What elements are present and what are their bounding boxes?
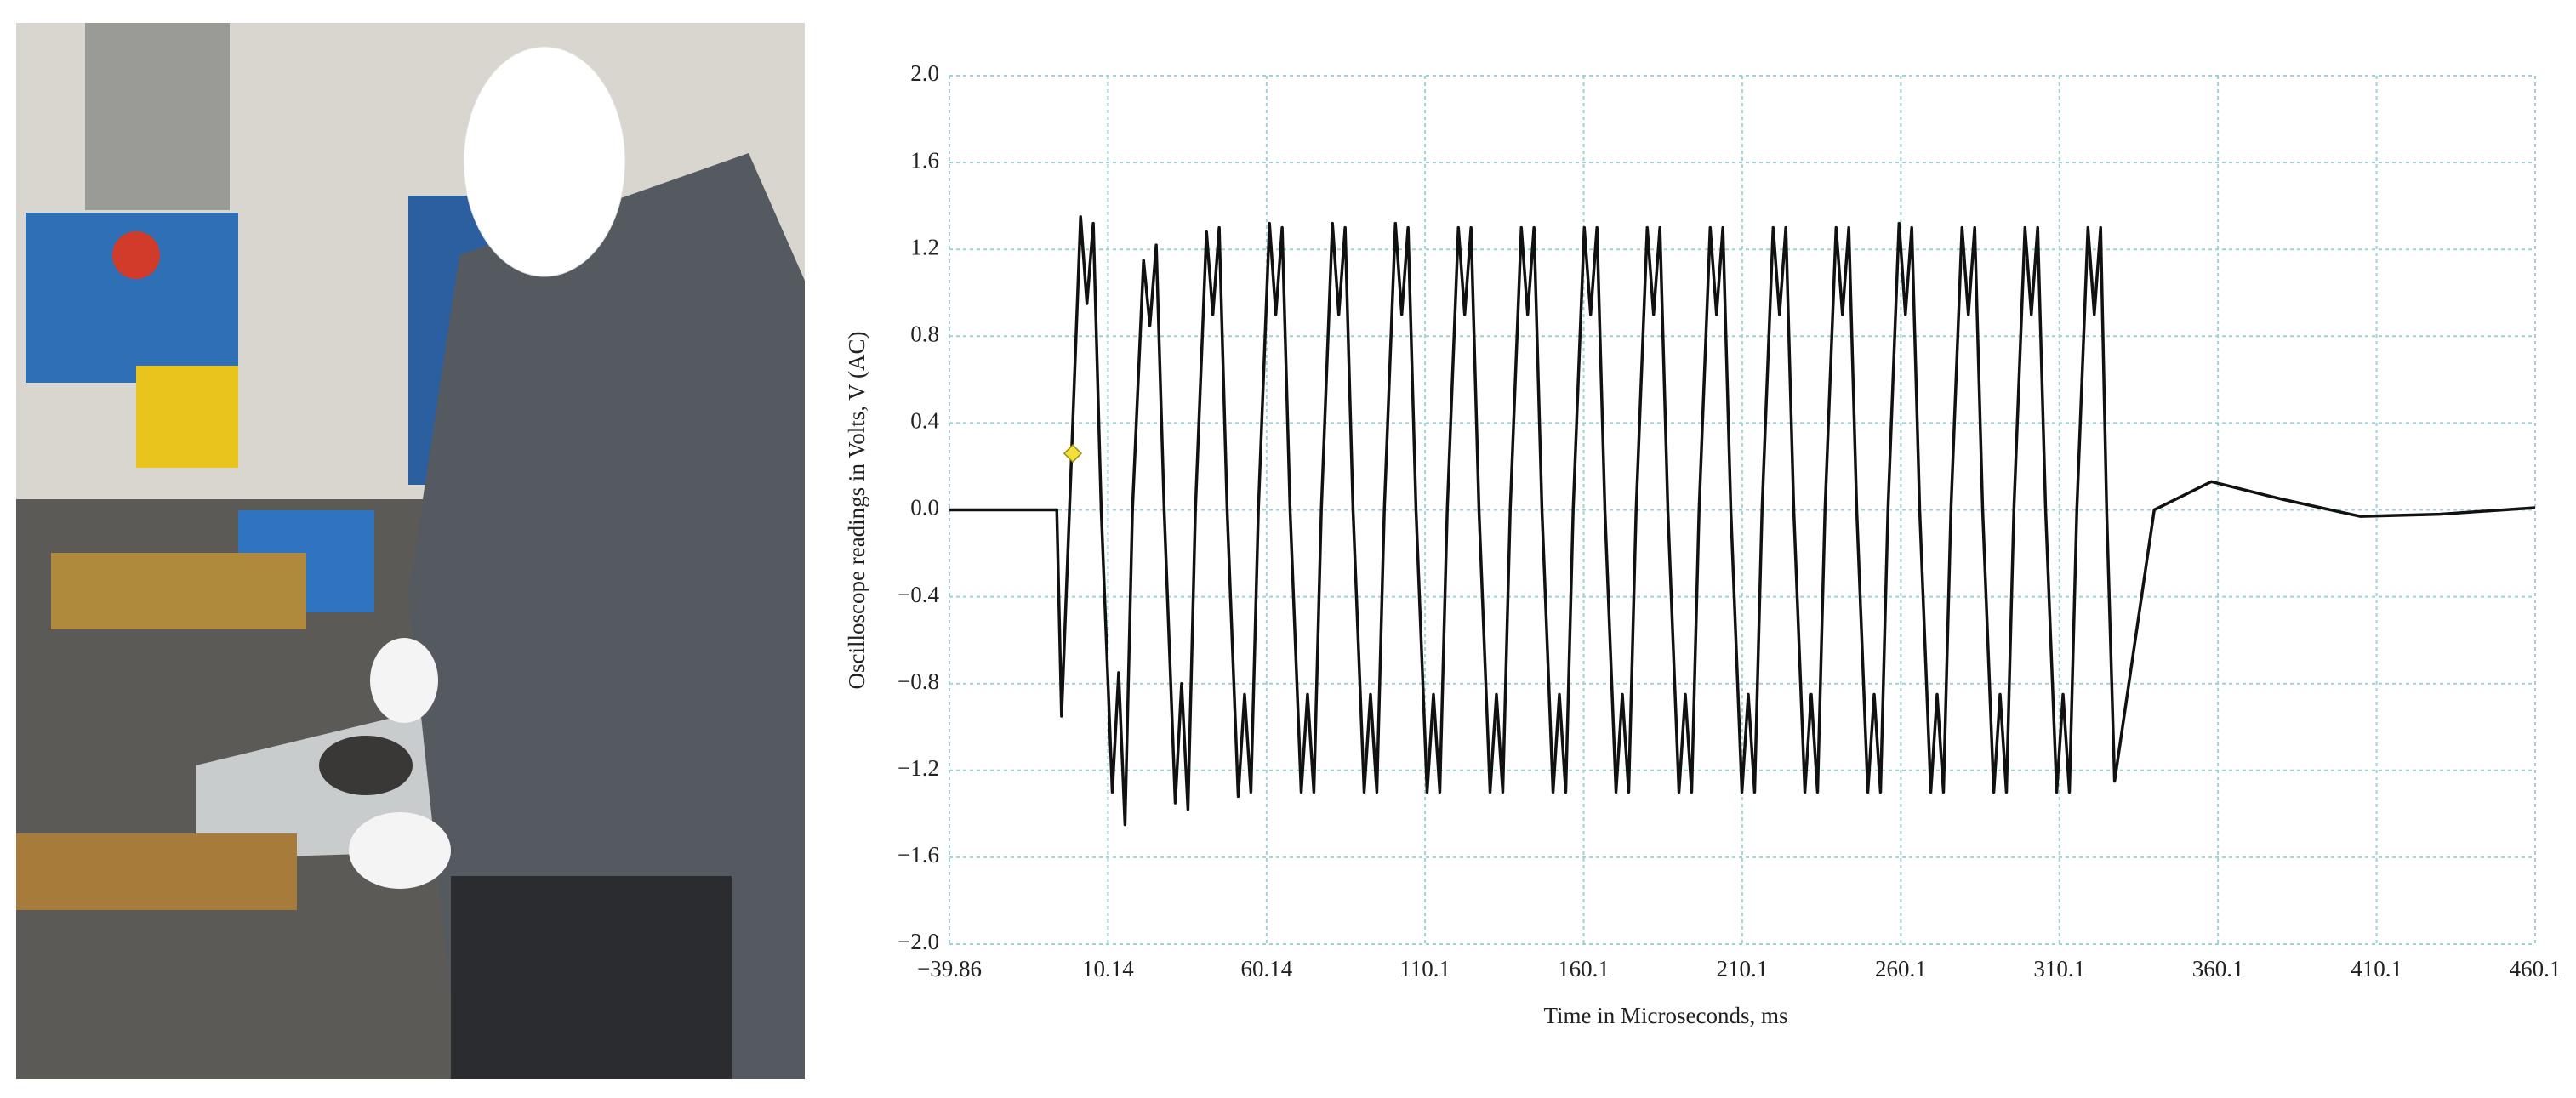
y-tick-label: 0.4 xyxy=(910,408,939,434)
y-tick-label: −0.8 xyxy=(898,668,939,694)
photo-worker-legs xyxy=(451,876,732,1079)
x-tick-label: 360.1 xyxy=(2192,956,2244,981)
x-tick-label: 410.1 xyxy=(2351,956,2402,981)
y-tick-label: 1.2 xyxy=(910,234,939,259)
photo-button xyxy=(112,231,160,279)
photo-bar xyxy=(16,833,297,910)
photo-electrode xyxy=(51,553,306,629)
photo xyxy=(16,23,805,1079)
x-tick-label: 260.1 xyxy=(1875,956,1927,981)
y-tick-label: −1.6 xyxy=(898,842,939,868)
y-tick-label: −2.0 xyxy=(898,929,939,954)
photo-machine-yellow xyxy=(136,366,238,468)
x-tick-label: 310.1 xyxy=(2033,956,2085,981)
signal-line xyxy=(949,215,2536,827)
x-tick-label: 10.14 xyxy=(1082,956,1134,981)
y-axis-label: Oscilloscope readings in Volts, V (AC) xyxy=(844,332,869,690)
y-tick-label: −1.2 xyxy=(898,755,939,781)
y-tick-label: −0.4 xyxy=(898,582,939,607)
y-tick-label: 0.8 xyxy=(910,321,939,347)
x-tick-label: −39.86 xyxy=(917,956,982,981)
y-tick-label: 0.0 xyxy=(910,495,939,521)
x-tick-label: 60.14 xyxy=(1240,956,1292,981)
y-tick-label: 1.6 xyxy=(910,147,939,173)
photo-plate-hole xyxy=(319,736,413,795)
x-axis-label: Time in Microseconds, ms xyxy=(1543,1003,1787,1028)
photo-glove xyxy=(349,812,451,889)
x-tick-label: 210.1 xyxy=(1717,956,1769,981)
marker xyxy=(1063,444,1083,464)
y-tick-label: 2.0 xyxy=(910,60,939,86)
x-tick-label: 160.1 xyxy=(1558,956,1610,981)
x-tick-label: 460.1 xyxy=(2510,956,2562,981)
photo-face-mask xyxy=(463,46,626,277)
x-tick-label: 110.1 xyxy=(1399,956,1450,981)
photo-glove xyxy=(370,638,438,723)
photo-worker xyxy=(408,153,805,1079)
photo-cylinder xyxy=(85,23,230,210)
